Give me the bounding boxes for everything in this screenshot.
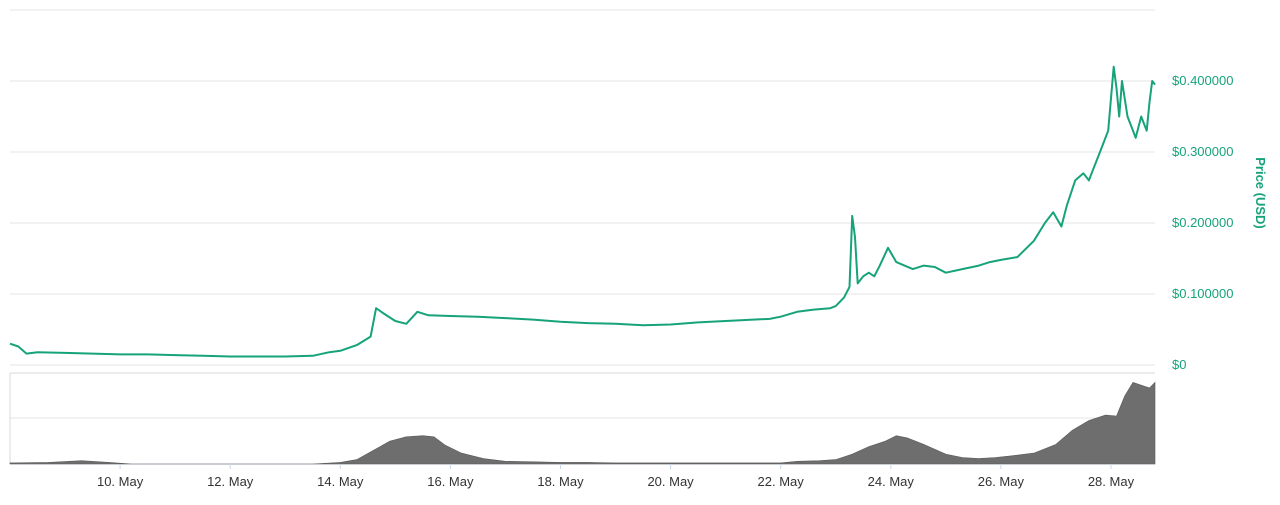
y-tick-label: $0.300000 [1172,144,1233,159]
x-tick-label: 16. May [427,474,474,489]
y-tick-label: $0 [1172,357,1186,372]
price-line-series[interactable] [9,65,1156,358]
x-tick-label: 18. May [537,474,584,489]
volume-area-series [9,381,1156,465]
y-axis-tick-labels: $0 $0.100000 $0.200000 $0.300000 $0.400000 [1172,73,1233,372]
y-tick-label: $0.100000 [1172,286,1233,301]
volume-area [9,381,1156,465]
y-tick-label: $0.400000 [1172,73,1233,88]
y-tick-label: $0.200000 [1172,215,1233,230]
x-tick-label: 28. May [1088,474,1135,489]
x-tick-label: 10. May [97,474,144,489]
gridlines [9,9,1155,465]
x-tick-label: 14. May [317,474,364,489]
y-axis-title: Price (USD) [1253,157,1268,229]
x-tick-label: 12. May [207,474,254,489]
x-tick-label: 20. May [647,474,694,489]
x-tick-label: 24. May [868,474,915,489]
x-tick-label: 22. May [758,474,805,489]
x-axis-tick-labels: 10. May 12. May 14. May 16. May 18. May 20. M… [97,464,1135,489]
x-tick-label: 26. May [978,474,1025,489]
price-line[interactable] [9,65,1156,358]
